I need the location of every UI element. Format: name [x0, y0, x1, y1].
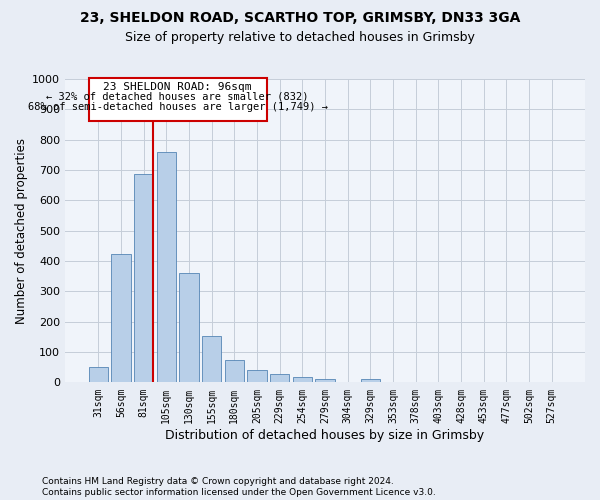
Bar	[270, 374, 289, 382]
Text: 68% of semi-detached houses are larger (1,749) →: 68% of semi-detached houses are larger (…	[28, 102, 328, 112]
Bar	[361, 379, 380, 382]
Bar	[293, 378, 312, 382]
Bar	[316, 380, 335, 382]
Bar	[224, 360, 244, 382]
Bar	[134, 174, 153, 382]
Bar	[157, 152, 176, 382]
X-axis label: Distribution of detached houses by size in Grimsby: Distribution of detached houses by size …	[166, 430, 485, 442]
Bar	[202, 336, 221, 382]
Text: ← 32% of detached houses are smaller (832): ← 32% of detached houses are smaller (83…	[46, 92, 309, 102]
Bar	[179, 272, 199, 382]
Bar	[89, 366, 108, 382]
Text: Contains HM Land Registry data © Crown copyright and database right 2024.: Contains HM Land Registry data © Crown c…	[42, 477, 394, 486]
Bar	[112, 254, 131, 382]
Bar	[247, 370, 266, 382]
Text: 23 SHELDON ROAD: 96sqm: 23 SHELDON ROAD: 96sqm	[103, 82, 252, 92]
Y-axis label: Number of detached properties: Number of detached properties	[15, 138, 28, 324]
Text: Size of property relative to detached houses in Grimsby: Size of property relative to detached ho…	[125, 31, 475, 44]
Text: Contains public sector information licensed under the Open Government Licence v3: Contains public sector information licen…	[42, 488, 436, 497]
Text: 23, SHELDON ROAD, SCARTHO TOP, GRIMSBY, DN33 3GA: 23, SHELDON ROAD, SCARTHO TOP, GRIMSBY, …	[80, 11, 520, 25]
FancyBboxPatch shape	[89, 78, 266, 122]
